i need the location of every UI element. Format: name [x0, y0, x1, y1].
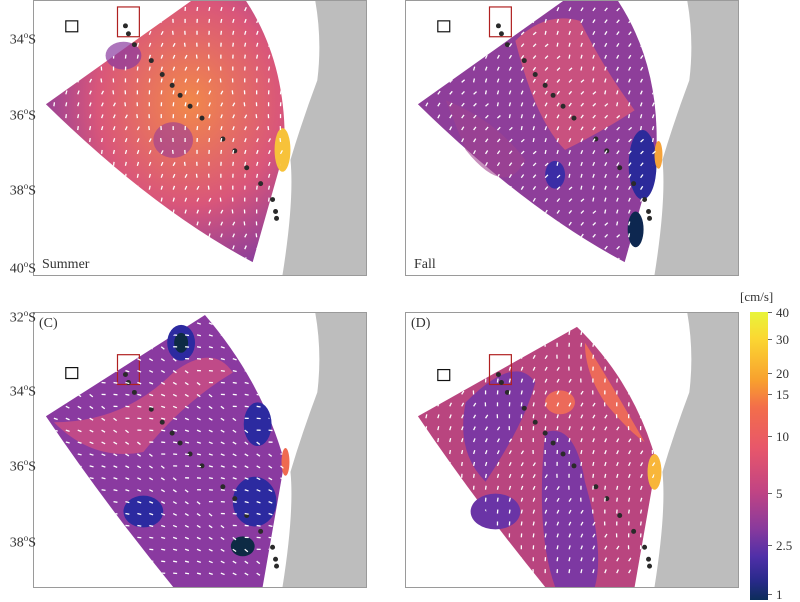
panel-summer-map: Summer [33, 0, 367, 276]
colorbar-tick: 30 [776, 333, 789, 346]
colorbar-tick: 15 [776, 388, 789, 401]
colorbar-tick: 1 [776, 588, 783, 601]
colorbar-title: [cm/s] [740, 289, 773, 305]
panel-label: Fall [414, 257, 436, 273]
y-tick-label: 38oS [0, 179, 36, 199]
y-tick-label: 38oS [0, 531, 36, 551]
panel-c-map: (C) [33, 312, 367, 588]
panel-d-map: (D) [405, 312, 739, 588]
summer-speed-field [34, 1, 366, 275]
colorbar-tick: 10 [776, 430, 789, 443]
colorbar-tick: 40 [776, 306, 789, 319]
y-tick-label: 32oS [0, 306, 36, 326]
panel-label: (C) [39, 316, 58, 332]
y-tick-label: 36oS [0, 104, 36, 124]
panel-label: (D) [411, 316, 430, 332]
colorbar-tick: 2.5 [776, 539, 792, 552]
y-tick-label: 34oS [0, 28, 36, 48]
panel-fall-map: Fall [405, 0, 739, 276]
panel-c-speed-field [34, 313, 366, 587]
fall-speed-field [406, 1, 738, 275]
colorbar-tick: 20 [776, 367, 789, 380]
y-tick-label: 34oS [0, 380, 36, 400]
colorbar-tick: 5 [776, 487, 783, 500]
panel-d-speed-field [406, 313, 738, 587]
panel-label: Summer [42, 257, 89, 273]
colorbar [750, 312, 768, 600]
y-tick-label: 36oS [0, 455, 36, 475]
y-tick-label: 40oS [0, 257, 36, 277]
